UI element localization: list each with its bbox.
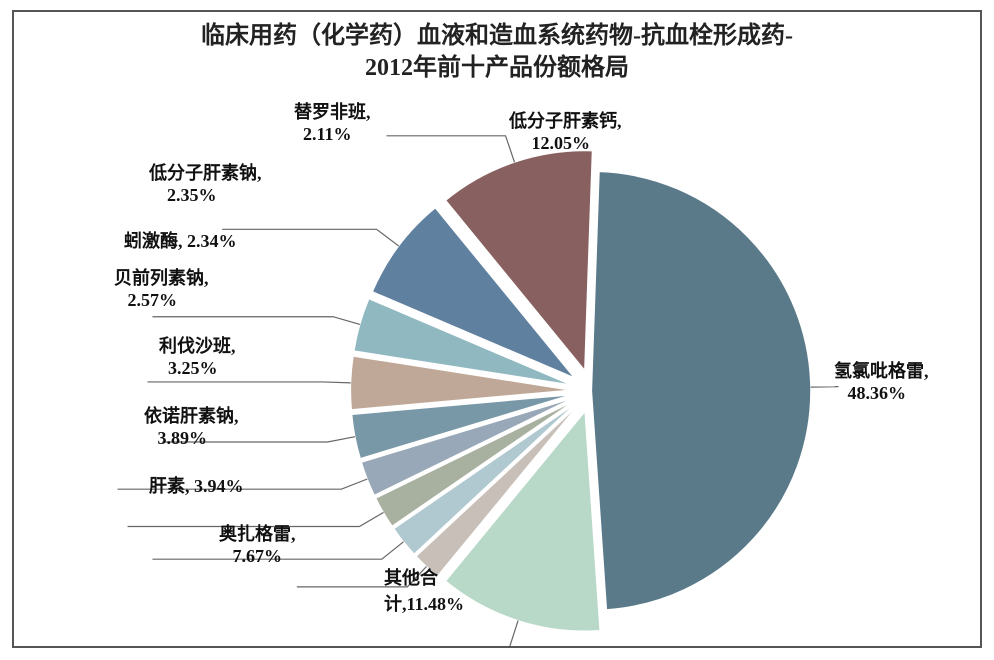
slice-label: 利伐沙班, 3.25% [159,332,236,379]
chart-frame: 临床用药（化学药）血液和造血系统药物-抗血栓形成药- 2012年前十产品份额格局… [12,10,982,648]
leader-line [510,621,519,646]
slice-label: 替罗非班, 2.11% [294,98,371,145]
slice-label: 其他合 计,11.48% [384,564,464,616]
leader-line [152,317,359,325]
leader-line [147,382,350,383]
slice-label: 氢氯吡格雷, 48.36% [834,357,929,404]
slice-label: 低分子肝素钙, 12.05% [509,107,622,154]
slice-label: 依诺肝素钠, 3.89% [144,402,239,449]
slice-label: 低分子肝素钠, 2.35% [149,159,262,206]
leader-line [222,229,399,246]
pie-plot [14,12,980,646]
slice-label: 贝前列素钠, 2.57% [114,264,209,311]
slice-label: 奥扎格雷, 7.67% [219,520,296,567]
leader-line [386,136,514,162]
slice-label: 肝素, 3.94% [149,472,244,498]
pie-slice [592,172,811,610]
slice-label: 蚓激酶, 2.34% [124,227,237,253]
